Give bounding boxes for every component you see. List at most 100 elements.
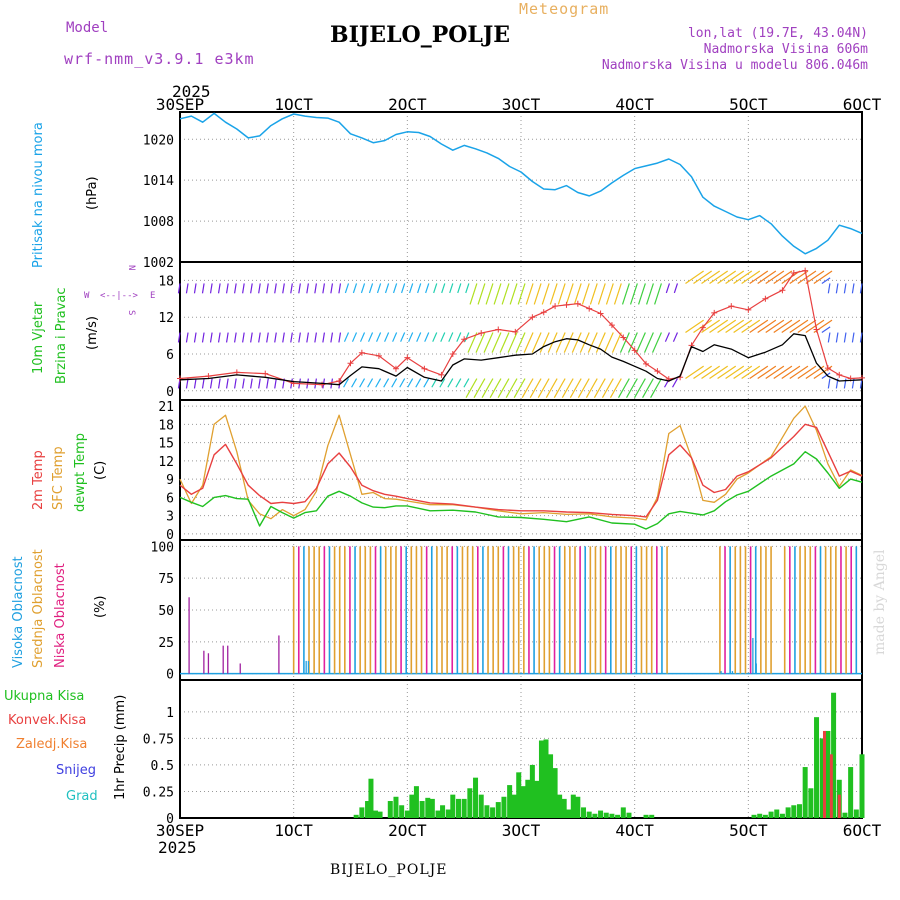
wind-arrow — [725, 319, 745, 334]
wind-arrow — [338, 283, 342, 294]
precip-bar — [581, 807, 587, 818]
precip-bar — [365, 801, 371, 818]
wind-arrow — [725, 365, 745, 380]
wind-arrow — [652, 332, 662, 353]
wind-arrow — [773, 365, 793, 380]
wind-arrow — [859, 283, 863, 294]
wind-arrow — [258, 283, 261, 294]
wind-arrow — [384, 332, 390, 342]
y-tick-label: 0 — [166, 812, 174, 827]
wind-arrow — [597, 283, 606, 305]
wind-arrow — [193, 378, 197, 389]
precip-bar — [643, 814, 649, 818]
wind-arrow — [384, 283, 390, 294]
y-tick-label: 21 — [158, 400, 174, 415]
precip-bar — [848, 767, 854, 818]
wind-arrow — [177, 283, 181, 294]
wind-arrow — [306, 332, 309, 343]
wind-arrow — [448, 332, 454, 342]
wind-arrow — [274, 332, 277, 343]
wind-arrow — [637, 283, 646, 305]
precip-bar — [373, 810, 379, 818]
wind-arrow — [843, 332, 847, 343]
wind-arrow — [593, 378, 606, 398]
wind-arrow — [553, 378, 566, 398]
wind-arrow — [475, 332, 486, 353]
wind-arrow — [611, 332, 622, 353]
gust-marker — [597, 310, 604, 317]
wind-arrow — [499, 332, 510, 353]
wind-arrow — [193, 332, 197, 343]
wind-arrow — [613, 283, 622, 305]
gust-marker — [552, 303, 559, 310]
precip-bar — [557, 794, 563, 818]
gust-marker — [608, 322, 615, 329]
wind-arrow — [464, 332, 470, 342]
wind-arrow — [605, 283, 614, 305]
gust-marker — [438, 371, 445, 378]
gust-marker — [574, 300, 581, 307]
wind-arrow — [367, 378, 374, 388]
y-tick-label: 9 — [166, 473, 174, 488]
conv-precip-bar — [837, 794, 841, 818]
wind-arrow — [225, 283, 229, 294]
wind-arrow — [359, 332, 366, 342]
wind-arrow — [773, 270, 793, 284]
y-tick-label: 0 — [166, 668, 174, 683]
wind-arrow — [525, 283, 534, 305]
wind-arrow — [725, 270, 745, 284]
wind-arrow — [835, 283, 839, 294]
wind-arrow — [447, 378, 454, 388]
precip-bar — [791, 805, 797, 818]
wind-arrow — [509, 283, 518, 305]
wind-arrow — [515, 332, 526, 353]
gust-marker — [347, 360, 354, 367]
model-altitude-label: Nadmorska Visina u modelu 806.046m — [601, 58, 868, 73]
wind-arrow — [457, 283, 462, 294]
precip-bar — [626, 812, 632, 818]
wind-arrow — [565, 283, 574, 305]
wind-arrow — [274, 283, 277, 294]
wind-arrow — [617, 378, 630, 398]
wind-arrow — [685, 270, 704, 284]
wind-arrow — [322, 332, 326, 343]
wind-arrow — [733, 270, 753, 284]
wind-arrow — [209, 283, 213, 294]
wind-arrow — [585, 378, 598, 398]
gust-marker — [586, 305, 593, 312]
wind-arrow — [589, 283, 598, 305]
precip-bar — [495, 802, 501, 818]
wind-arrow — [693, 365, 713, 380]
precip-bar — [768, 811, 774, 818]
wind-arrow — [250, 332, 253, 343]
gust-marker — [643, 360, 650, 367]
wind-arrow — [391, 378, 398, 388]
wind-arrow — [595, 332, 606, 353]
x-tick-label-bottom: 30SEP — [156, 821, 204, 840]
station-title: BIJELO_POLJE — [330, 22, 511, 48]
wind-arrow — [392, 283, 398, 294]
precip-bar — [552, 768, 558, 818]
wind-arrow — [765, 365, 785, 380]
wind-arrow — [741, 270, 761, 284]
model-label: Model — [66, 20, 109, 36]
wind-arrow — [609, 378, 622, 398]
wind-arrow — [449, 283, 454, 294]
wind-arrow — [642, 378, 654, 398]
wind-arrow — [343, 378, 350, 388]
wind-arrow — [266, 378, 269, 389]
wind-arrow — [650, 378, 662, 398]
wind-arrow — [399, 378, 406, 388]
wind-arrow — [201, 332, 205, 343]
wind-arrow — [408, 332, 414, 342]
y-tick-label: 1 — [166, 706, 174, 721]
wind-arrow — [352, 283, 358, 294]
x-tick-label-top: 4OCT — [615, 95, 654, 114]
wind-arrow — [561, 378, 574, 398]
precip-bar — [377, 811, 383, 818]
wind-arrow — [185, 332, 189, 343]
y-tick-label: 6 — [166, 491, 174, 506]
wind-arrow — [717, 319, 737, 334]
wind-arrow — [367, 332, 374, 342]
gust-marker — [836, 371, 843, 378]
